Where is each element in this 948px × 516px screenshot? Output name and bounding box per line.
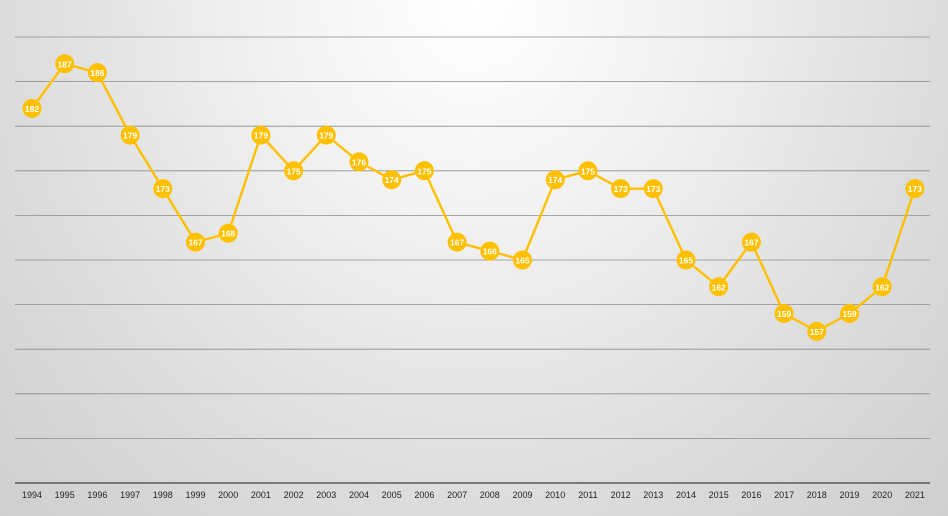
x-tick-label: 2010 <box>545 490 565 500</box>
data-point <box>611 179 631 199</box>
data-point <box>480 241 500 261</box>
data-label: 165 <box>515 256 529 266</box>
data-point <box>872 277 892 297</box>
x-tick-label: 2008 <box>480 490 500 500</box>
x-tick-label: 2004 <box>349 490 369 500</box>
data-point <box>414 161 434 181</box>
data-point <box>676 250 696 270</box>
data-label: 174 <box>548 175 562 185</box>
x-tick-label: 2016 <box>741 490 761 500</box>
data-label: 182 <box>25 104 39 114</box>
data-point <box>513 250 532 270</box>
data-label: 167 <box>450 238 464 248</box>
x-tick-label: 2002 <box>284 490 304 500</box>
data-label: 168 <box>221 229 235 239</box>
x-tick-label: 2019 <box>839 490 859 500</box>
x-tick-label: 2014 <box>676 490 696 500</box>
data-label: 179 <box>123 131 137 141</box>
data-label: 175 <box>581 166 595 176</box>
data-label: 179 <box>319 131 333 141</box>
data-point <box>87 63 107 83</box>
data-points: 182 187 186 179 173 167 168 179 175 179 176 174 175 1… <box>22 54 925 341</box>
data-label: 162 <box>712 282 726 292</box>
data-label: 167 <box>744 238 758 248</box>
data-point <box>447 232 467 252</box>
data-point <box>709 277 729 297</box>
x-tick-label: 1995 <box>55 490 75 500</box>
data-label: 175 <box>417 166 431 176</box>
data-point <box>905 179 925 199</box>
x-tick-label: 2021 <box>905 490 925 500</box>
x-tick-label: 2018 <box>807 490 827 500</box>
data-point <box>774 304 794 324</box>
data-point <box>316 125 336 145</box>
x-tick-label: 2003 <box>316 490 336 500</box>
data-label: 162 <box>875 282 889 292</box>
data-point <box>382 170 402 190</box>
data-point <box>153 179 173 199</box>
data-point <box>545 170 565 190</box>
data-point <box>807 321 827 341</box>
data-label: 159 <box>842 309 856 319</box>
data-label: 175 <box>287 166 301 176</box>
x-tick-label: 2015 <box>709 490 729 500</box>
x-tick-label: 2005 <box>382 490 402 500</box>
data-point <box>643 179 663 199</box>
data-point <box>251 125 271 145</box>
x-tick-label: 2020 <box>872 490 892 500</box>
data-label: 166 <box>483 247 497 257</box>
data-point <box>22 98 42 118</box>
data-point <box>284 161 304 181</box>
x-tick-label: 2009 <box>512 490 532 500</box>
data-label: 176 <box>352 157 366 167</box>
data-label: 187 <box>58 59 72 69</box>
data-point <box>55 54 75 74</box>
x-tick-label: 1994 <box>22 490 42 500</box>
data-point <box>578 161 598 181</box>
gridlines <box>15 36 930 439</box>
x-tick-label: 2012 <box>611 490 631 500</box>
x-tick-label: 2011 <box>578 490 597 500</box>
data-label: 167 <box>188 238 202 248</box>
x-tick-label: 2013 <box>643 490 663 500</box>
data-label: 179 <box>254 131 268 141</box>
data-label: 173 <box>156 184 170 194</box>
x-tick-label: 1996 <box>87 490 107 500</box>
x-tick-label: 2017 <box>774 490 794 500</box>
x-tick-label: 2007 <box>447 490 467 500</box>
x-tick-label: 1997 <box>120 490 140 500</box>
data-label: 173 <box>614 184 628 194</box>
data-point <box>741 232 761 252</box>
x-tick-label: 2006 <box>414 490 434 500</box>
series-line-group <box>31 62 917 333</box>
x-tick-label: 2000 <box>218 490 238 500</box>
x-axis: 1994 1995 1996 1997 1998 1999 2000 2001 2002 2003… <box>15 482 930 500</box>
data-label: 165 <box>679 256 693 266</box>
x-tick-label: 2001 <box>251 490 271 500</box>
data-label: 157 <box>810 327 824 337</box>
data-label: 186 <box>90 68 104 78</box>
series-line <box>31 62 917 333</box>
data-point <box>349 152 369 172</box>
data-point <box>218 223 238 243</box>
data-label: 173 <box>908 184 922 194</box>
data-label: 159 <box>777 309 791 319</box>
data-label: 174 <box>385 175 399 185</box>
x-tick-label: 1998 <box>153 490 173 500</box>
data-point <box>186 232 205 252</box>
data-point <box>840 304 859 324</box>
data-point <box>120 125 140 145</box>
data-label: 173 <box>646 184 660 194</box>
x-tick-label: 1999 <box>185 490 205 500</box>
